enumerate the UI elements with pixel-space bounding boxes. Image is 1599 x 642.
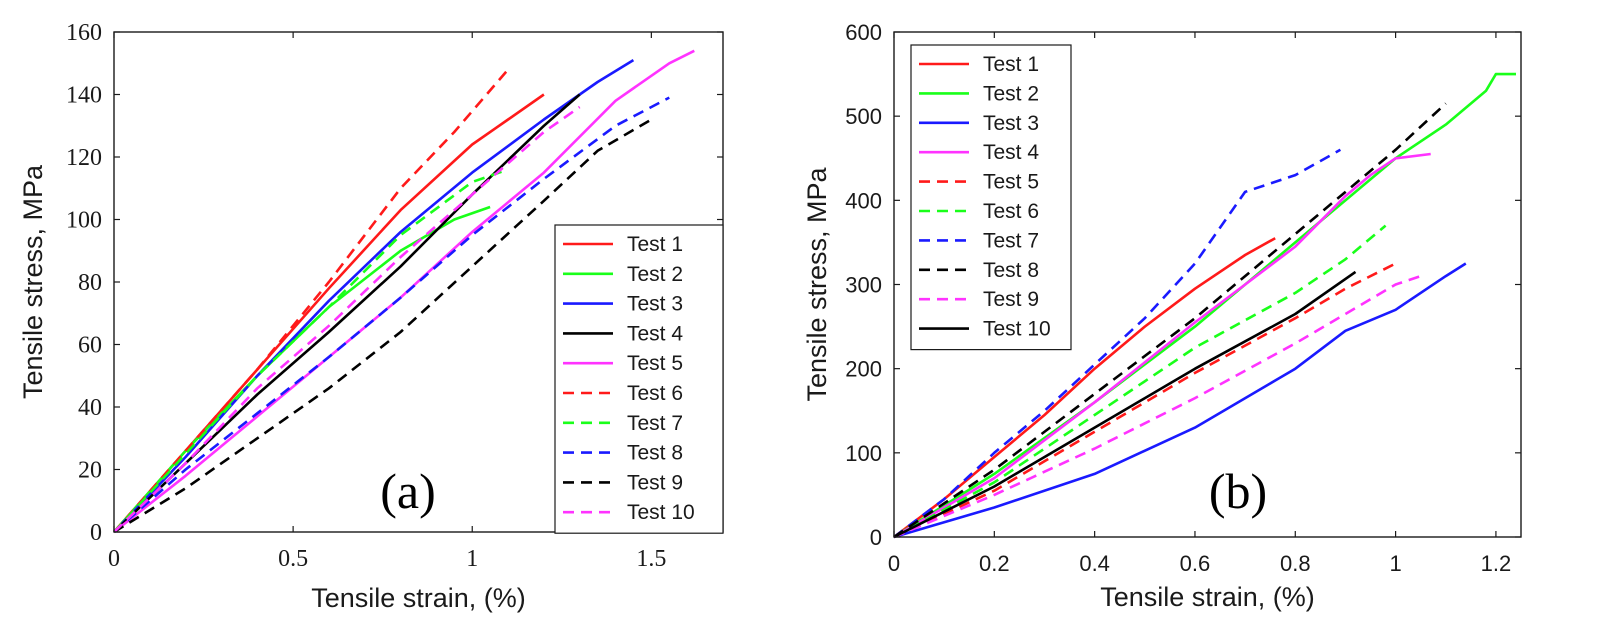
- y-tick-label: 60: [78, 333, 102, 359]
- x-tick-label: 0.5: [278, 546, 308, 572]
- series-line-b-4: [893, 152, 1431, 539]
- series-line-a-8: [113, 96, 670, 533]
- y-tick-label: 100: [66, 208, 102, 234]
- legend-box: [910, 44, 1072, 351]
- y-tick-label: 20: [78, 458, 102, 484]
- legend-label: Test 8: [983, 259, 1039, 282]
- x-axis-title-b: Tensile strain, (%): [1100, 582, 1315, 612]
- legend-label: Test 6: [627, 382, 683, 405]
- legend-label: Test 4: [983, 141, 1039, 164]
- y-tick-label: 140: [66, 83, 102, 109]
- y-tick-label: 80: [78, 270, 102, 296]
- x-tick-label: 0: [108, 546, 120, 572]
- series-group-a: [113, 49, 695, 534]
- series-line-a-6: [113, 68, 510, 533]
- legend-label: Test 5: [983, 171, 1039, 194]
- x-axis-title-a: Tensile strain, (%): [311, 583, 526, 613]
- ticks-a: 0 0.5 1 1.5 0 20 40 60 80 100 120 140 160: [66, 20, 723, 572]
- series-group-b: [893, 72, 1516, 539]
- legend-label: Test 9: [627, 471, 683, 494]
- y-tick-label: 500: [845, 104, 882, 129]
- series-line-b-3: [893, 262, 1467, 539]
- legend-label: Test 1: [627, 233, 683, 256]
- series-line-b-6: [893, 224, 1387, 539]
- legend-a: Test 1 Test 2 Test 3 Test 4 Test 5 Test 6 Test…: [554, 224, 724, 534]
- y-axis-title-b: Tensile stress, MPa: [802, 166, 832, 401]
- series-line-b-8: [893, 102, 1447, 539]
- series-line-a-7: [113, 168, 509, 533]
- legend-label: Test 2: [627, 263, 683, 286]
- x-tick-label: 1.5: [636, 546, 666, 572]
- y-tick-label: 200: [845, 357, 882, 382]
- x-tick-label: 0: [888, 551, 900, 576]
- y-tick-label: 0: [90, 520, 102, 546]
- x-tick-label: 1.2: [1481, 551, 1512, 576]
- y-tick-label: 0: [870, 525, 882, 550]
- series-line-b-9: [893, 274, 1422, 539]
- x-tick-label: 0.2: [979, 551, 1010, 576]
- series-line-a-9: [113, 118, 653, 534]
- legend-label: Test 10: [627, 501, 695, 524]
- series-line-b-7: [893, 148, 1342, 539]
- chart-panel-a: 0 0.5 1 1.5 0 20 40 60 80 100 120 140 160 Tensile st…: [18, 20, 724, 613]
- legend-label: Test 1: [983, 53, 1039, 76]
- legend-label: Test 4: [627, 322, 683, 345]
- ticks-b: 0 0.2 0.4 0.6 0.8 1 1.2 0 100 200 300 400 500 600: [845, 20, 1521, 576]
- legend-label: Test 10: [983, 318, 1051, 341]
- y-tick-label: 600: [845, 20, 882, 45]
- chart-panel-b: 0 0.2 0.4 0.6 0.8 1 1.2 0 100 200 300 400 500 600 Ten…: [802, 20, 1522, 612]
- legend-label: Test 7: [627, 412, 683, 435]
- series-line-b-10: [893, 270, 1357, 539]
- legend-label: Test 3: [983, 112, 1039, 135]
- x-tick-label: 1: [466, 546, 478, 572]
- panel-label-b: (b): [1209, 463, 1267, 519]
- legend-label: Test 5: [627, 352, 683, 375]
- y-tick-label: 100: [845, 441, 882, 466]
- legend-b: Test 1 Test 2 Test 3 Test 4 Test 5 Test 6 Test…: [910, 44, 1072, 351]
- legend-label: Test 7: [983, 229, 1039, 252]
- legend-label: Test 2: [983, 82, 1039, 105]
- x-tick-label: 0.4: [1079, 551, 1110, 576]
- legend-label: Test 9: [983, 288, 1039, 311]
- x-tick-label: 1: [1389, 551, 1401, 576]
- y-tick-label: 120: [66, 145, 102, 171]
- series-line-a-10: [113, 105, 581, 533]
- series-line-b-2: [893, 72, 1516, 539]
- legend-label: Test 3: [627, 293, 683, 316]
- y-tick-label: 400: [845, 188, 882, 213]
- legend-label: Test 6: [983, 200, 1039, 223]
- series-line-b-1: [893, 237, 1276, 539]
- series-line-b-5: [893, 262, 1397, 539]
- y-tick-label: 160: [66, 20, 102, 46]
- x-tick-label: 0.6: [1180, 551, 1211, 576]
- legend-label: Test 8: [627, 442, 683, 465]
- y-tick-label: 300: [845, 273, 882, 298]
- panel-label-a: (a): [380, 463, 436, 519]
- x-tick-label: 0.8: [1280, 551, 1311, 576]
- y-tick-label: 40: [78, 395, 102, 421]
- y-axis-title-a: Tensile stress, MPa: [18, 164, 48, 399]
